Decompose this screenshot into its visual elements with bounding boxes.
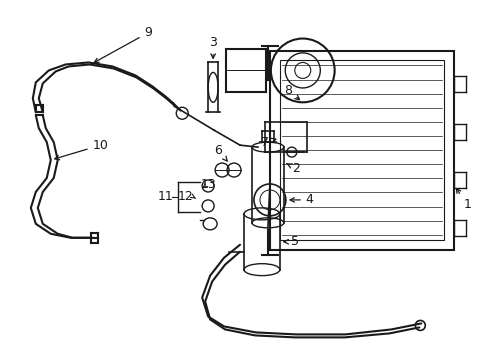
Text: 5: 5 (284, 235, 299, 248)
Text: 13: 13 (200, 179, 216, 192)
Bar (270, 50, 454, 250)
Text: 11: 11 (157, 190, 173, 203)
Text: 10: 10 (55, 139, 108, 160)
Text: 6: 6 (214, 144, 227, 161)
Text: 12: 12 (177, 190, 193, 203)
Text: 8: 8 (284, 84, 299, 100)
Bar (280, 60, 444, 240)
Text: 9: 9 (94, 26, 152, 62)
Text: 1: 1 (457, 189, 471, 211)
Text: 3: 3 (209, 36, 217, 58)
Text: 7: 7 (261, 136, 276, 149)
Text: 4: 4 (290, 193, 314, 206)
Text: 2: 2 (287, 162, 300, 175)
